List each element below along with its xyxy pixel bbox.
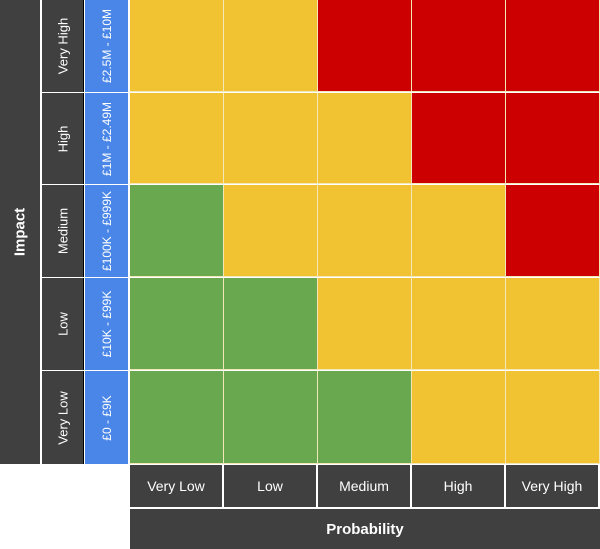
probability-level-text: High [443, 478, 473, 494]
impact-range-label: £0 - £9K [85, 371, 128, 464]
risk-cell-green [318, 371, 412, 464]
probability-column-label: Low [224, 465, 318, 507]
probability-column-label: Very Low [130, 465, 224, 507]
risk-cell-yellow [412, 278, 506, 370]
impact-range-text: £2.5M - £10M [99, 8, 114, 84]
risk-cell-yellow [224, 185, 318, 277]
risk-cell-red [412, 93, 506, 184]
risk-cell-yellow [318, 93, 412, 184]
probability-level-text: Very Low [147, 478, 205, 494]
impact-range-label: £100K - £999K [85, 185, 128, 277]
risk-cell-yellow [224, 93, 318, 184]
impact-row-label: Very High [42, 0, 84, 92]
risk-cell-yellow [506, 278, 600, 370]
impact-row-label: Low [42, 278, 84, 370]
impact-range-text: £0 - £9K [99, 394, 114, 441]
impact-level-text: Medium [55, 207, 70, 255]
probability-column-label: Very High [506, 465, 600, 507]
probability-axis-label: Probability [326, 520, 404, 538]
impact-level-text: Low [55, 312, 70, 336]
impact-range-text: £10K - £99K [99, 290, 114, 358]
impact-level-text: Very Low [55, 390, 70, 445]
probability-level-text: Medium [339, 478, 389, 494]
probability-level-text: Very High [521, 478, 583, 494]
risk-cell-red [506, 185, 600, 277]
impact-row-label: High [42, 93, 84, 184]
risk-cell-green [224, 278, 318, 370]
impact-axis-label: Impact [11, 207, 29, 257]
risk-cell-yellow [130, 0, 224, 92]
risk-cell-red [506, 93, 600, 184]
risk-cell-green [130, 278, 224, 370]
impact-range-text: £100K - £999K [99, 190, 114, 272]
probability-column-label: Medium [318, 465, 412, 507]
risk-cell-yellow [412, 185, 506, 277]
risk-cell-yellow [224, 0, 318, 92]
impact-row-label: Very Low [42, 371, 84, 464]
risk-cell-yellow [412, 371, 506, 464]
risk-cell-yellow [318, 278, 412, 370]
risk-cell-red [412, 0, 506, 92]
risk-cell-yellow [318, 185, 412, 277]
risk-cell-green [224, 371, 318, 464]
probability-level-text: Low [257, 478, 283, 494]
impact-axis-title: Impact [0, 0, 40, 464]
impact-level-text: Very High [55, 17, 70, 75]
impact-range-label: £10K - £99K [85, 278, 128, 370]
impact-range-text: £1M - £2.49M [99, 101, 114, 176]
impact-range-label: £1M - £2.49M [85, 93, 128, 184]
risk-cell-yellow [506, 371, 600, 464]
risk-cell-yellow [130, 93, 224, 184]
probability-column-label: High [412, 465, 506, 507]
impact-range-label: £2.5M - £10M [85, 0, 128, 92]
risk-cell-green [130, 371, 224, 464]
probability-axis-title: Probability [130, 509, 600, 549]
risk-cell-green [130, 185, 224, 277]
risk-cell-red [506, 0, 600, 92]
impact-row-label: Medium [42, 185, 84, 277]
impact-level-text: High [55, 125, 70, 152]
risk-cell-red [318, 0, 412, 92]
